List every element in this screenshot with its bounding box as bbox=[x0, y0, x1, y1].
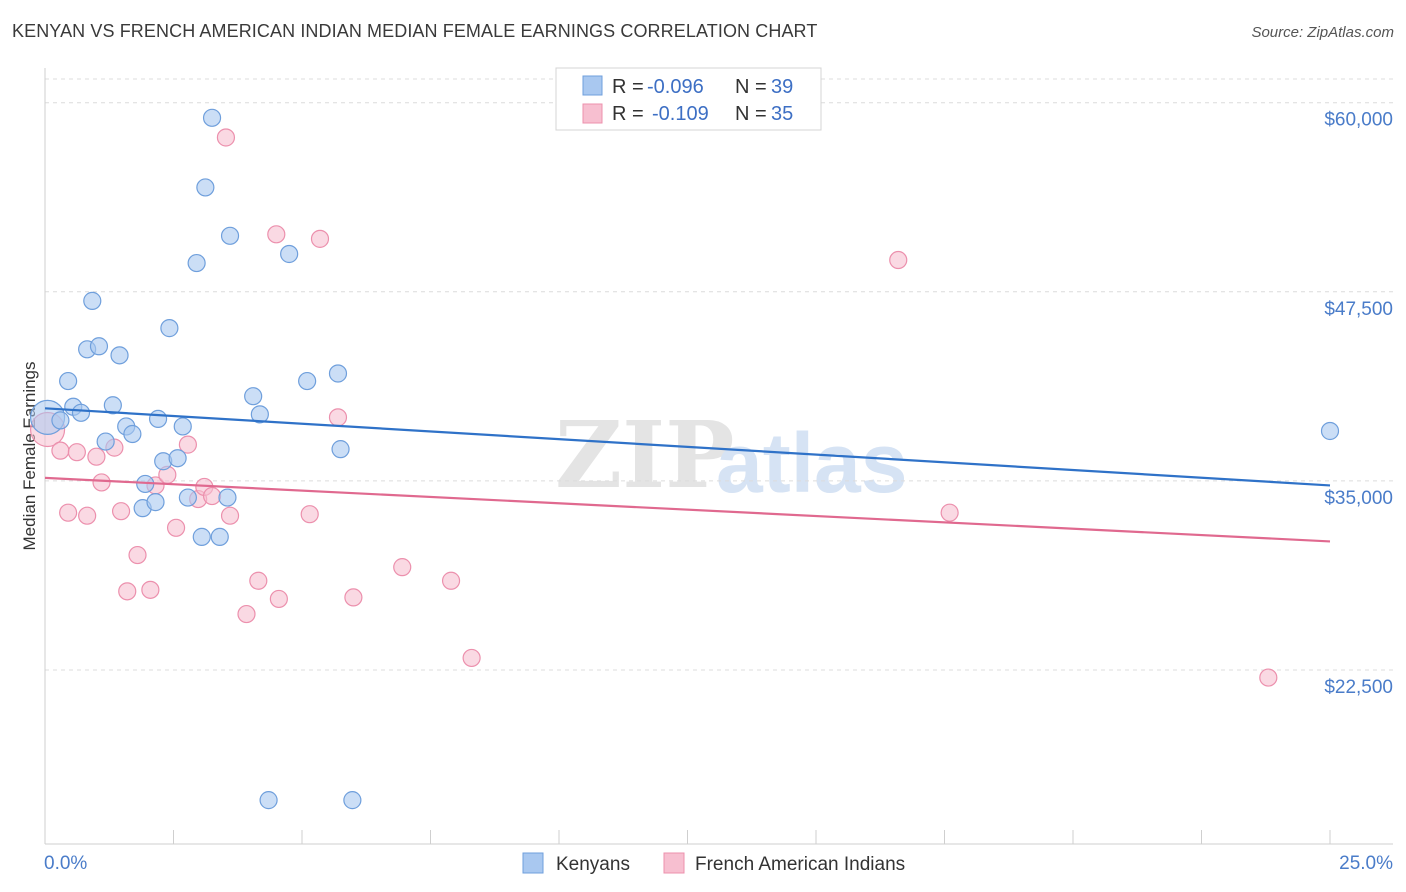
french-american-indian-point-9 bbox=[118, 582, 137, 601]
series-legend: Kenyans French American Indians bbox=[522, 852, 905, 875]
chart-source: Source: ZipAtlas.com bbox=[1251, 24, 1394, 41]
legend-r-value-french-american-indians: -0.109 bbox=[652, 103, 709, 125]
french-american-indian-point-10 bbox=[128, 545, 147, 565]
gridlines bbox=[45, 78, 1393, 671]
kenyan-point-10 bbox=[110, 346, 129, 365]
kenyan-point-18 bbox=[160, 319, 179, 338]
french-american-indian-point-21 bbox=[237, 604, 256, 624]
y-tick-label-22500: $22,500 bbox=[1324, 677, 1393, 698]
kenyan-trend-line bbox=[44, 407, 1331, 487]
kenyan-point-16 bbox=[148, 409, 168, 428]
legend-n-label-kenyans: N = bbox=[735, 76, 767, 98]
kenyan-point-25 bbox=[202, 108, 222, 127]
kenyan-point-19 bbox=[168, 449, 187, 468]
kenyan-point-1 bbox=[51, 411, 70, 430]
y-tick-label-35000: $35,000 bbox=[1324, 488, 1393, 509]
y-tick-label-60000: $60,000 bbox=[1324, 110, 1393, 131]
kenyan-point-34 bbox=[328, 364, 348, 383]
kenyan-point-15 bbox=[146, 492, 165, 512]
legend-n-value-french-american-indians: 35 bbox=[771, 103, 793, 125]
legend-n-value-kenyans: 39 bbox=[771, 76, 793, 98]
bottom-legend-swatch-kenyans bbox=[522, 852, 544, 874]
legend-r-value-kenyans: -0.096 bbox=[647, 76, 704, 98]
x-tick-label-min: 0.0% bbox=[44, 853, 87, 874]
french-american-indian-point-5 bbox=[87, 447, 106, 466]
french-american-indian-point-34 bbox=[1259, 668, 1278, 687]
french-american-indian-point-26 bbox=[310, 229, 330, 248]
french-american-indian-point-27 bbox=[328, 408, 348, 427]
french-american-indian-point-18 bbox=[202, 486, 222, 506]
kenyan-point-22 bbox=[187, 253, 206, 273]
correlation-legend: R = -0.096 N = 39 R = -0.109 N = 35 bbox=[555, 67, 822, 131]
kenyan-point-30 bbox=[250, 405, 269, 424]
french-american-indian-point-22 bbox=[249, 571, 268, 590]
french-american-indian-point-15 bbox=[178, 435, 197, 454]
french-american-indian-point-30 bbox=[441, 571, 461, 590]
watermark: ZIP atlas bbox=[555, 401, 907, 510]
bottom-legend-swatch-french-american-indians bbox=[663, 852, 685, 874]
kenyan-point-36 bbox=[343, 791, 362, 810]
kenyan-points bbox=[29, 108, 1340, 810]
y-tick-labels: $22,500 $35,000 $47,500 $60,000 bbox=[1324, 110, 1393, 698]
french-american-indian-point-33 bbox=[940, 503, 959, 522]
kenyan-point-26 bbox=[210, 527, 229, 546]
french-american-indian-point-31 bbox=[462, 648, 481, 668]
kenyan-point-29 bbox=[244, 387, 263, 406]
legend-r-label-kenyans: R = bbox=[612, 76, 644, 98]
french-american-indian-point-1 bbox=[51, 441, 70, 460]
french-american-indian-point-8 bbox=[111, 502, 131, 521]
x-tick-label-max: 25.0% bbox=[1339, 853, 1393, 874]
french-american-indian-point-4 bbox=[78, 506, 97, 525]
kenyan-point-4 bbox=[71, 403, 91, 422]
kenyan-point-6 bbox=[83, 291, 102, 310]
french-american-indian-point-32 bbox=[889, 250, 908, 270]
french-american-indian-point-11 bbox=[141, 580, 160, 599]
legend-swatch-french-american-indians bbox=[582, 103, 603, 124]
kenyan-point-24 bbox=[196, 178, 215, 197]
french-american-indian-point-19 bbox=[216, 128, 236, 147]
kenyan-point-8 bbox=[96, 432, 115, 451]
watermark-atlas: atlas bbox=[716, 416, 907, 510]
french-american-indian-point-20 bbox=[220, 506, 240, 525]
french-american-indian-point-2 bbox=[59, 503, 78, 522]
watermark-zip: ZIP bbox=[555, 401, 734, 509]
chart-title: KENYAN VS FRENCH AMERICAN INDIAN MEDIAN … bbox=[12, 21, 818, 41]
legend-r-label-french-american-indians: R = bbox=[612, 103, 644, 125]
kenyan-point-2 bbox=[59, 371, 78, 391]
french-american-indian-point-25 bbox=[300, 505, 319, 524]
french-american-indian-point-23 bbox=[269, 589, 288, 609]
kenyan-point-23 bbox=[192, 527, 211, 546]
y-tick-label-47500: $47,500 bbox=[1324, 299, 1393, 320]
kenyan-point-31 bbox=[259, 791, 278, 810]
french-american-indian-point-24 bbox=[267, 225, 286, 244]
french-american-indian-point-28 bbox=[344, 588, 363, 607]
kenyan-point-21 bbox=[178, 488, 197, 507]
kenyan-point-27 bbox=[218, 488, 237, 507]
kenyan-point-7 bbox=[89, 337, 109, 356]
kenyan-point-28 bbox=[220, 226, 240, 245]
bottom-legend-label-kenyans: Kenyans bbox=[556, 854, 630, 875]
kenyan-point-37 bbox=[1320, 421, 1340, 441]
kenyan-point-32 bbox=[280, 244, 299, 264]
bottom-legend-label-french-american-indians: French American Indians bbox=[695, 854, 905, 875]
french-american-indian-trend-line bbox=[44, 476, 1331, 543]
trend-lines bbox=[44, 407, 1331, 543]
x-axis-ticks bbox=[44, 830, 1331, 844]
y-axis-label: Median Female Earnings bbox=[20, 362, 39, 551]
french-american-indian-point-29 bbox=[393, 558, 412, 577]
french-american-indian-point-6 bbox=[92, 473, 111, 492]
kenyan-point-12 bbox=[123, 424, 142, 444]
kenyan-point-35 bbox=[331, 440, 350, 459]
french-american-indian-point-3 bbox=[67, 443, 86, 462]
legend-n-label-french-american-indians: N = bbox=[735, 103, 767, 125]
kenyan-point-9 bbox=[103, 396, 122, 415]
legend-swatch-kenyans bbox=[582, 75, 603, 96]
french-american-indian-point-14 bbox=[166, 518, 186, 537]
kenyan-point-33 bbox=[298, 371, 317, 391]
kenyan-point-20 bbox=[173, 417, 192, 436]
